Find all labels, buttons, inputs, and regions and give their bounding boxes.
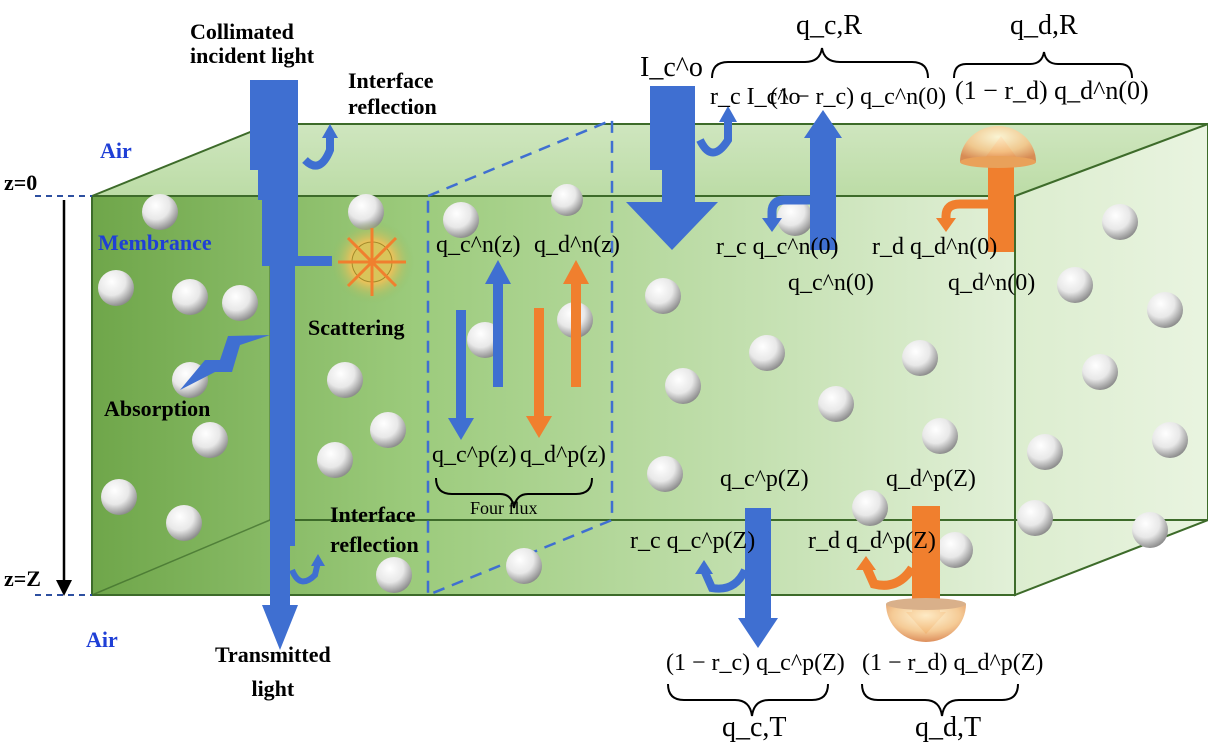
brace-qdT <box>861 683 1019 717</box>
top-dome-base <box>960 156 1036 168</box>
collimated-line-1: Collimated <box>190 19 294 44</box>
one-minus-rc-qcn0-label: (1 − r_c) q_c^n(0) <box>770 84 947 110</box>
zZ-label: z=Z <box>4 566 41 591</box>
qdp-Z-label: q_d^p(Z) <box>886 466 976 492</box>
qcp-Z-arrowhead <box>738 618 778 648</box>
collimated-incident-light-label: Collimated incident light <box>190 20 314 68</box>
interface-reflection-top-label: Interface reflection <box>348 68 437 120</box>
four-flux-arrows <box>448 260 589 440</box>
brace-qdR <box>953 51 1133 79</box>
rc-qcn0-arrowhead <box>762 218 782 232</box>
scattering-rays <box>338 228 406 296</box>
particles <box>98 184 1188 593</box>
interface-reflection-bottom-line-2: reflection <box>330 532 419 557</box>
rc-qcp-Z-label: r_c q_c^p(Z) <box>630 528 756 554</box>
one-minus-rd-qdn0-label: (1 − r_d) q_d^n(0) <box>955 76 1149 105</box>
air-bottom-label: Air <box>86 627 118 652</box>
rc-qcp-Z-reflection <box>700 568 749 593</box>
brace-qcR <box>711 47 929 79</box>
rc-qcn0-label: r_c q_c^n(0) <box>716 234 839 260</box>
four-flux-section <box>426 118 614 597</box>
top-reflection-hook-arrowhead <box>322 124 338 138</box>
absorption-label: Absorption <box>104 396 211 421</box>
rd-qdp-Z-arrowhead <box>856 556 876 570</box>
top-reflection-right-arrowhead <box>719 106 737 122</box>
qcp-Z-beam <box>745 508 771 620</box>
incident-intensity: I_c^o <box>640 52 703 83</box>
qdn0-upward-beam <box>988 160 1014 252</box>
air-top-label: Air <box>100 138 132 163</box>
absorption-bolt <box>180 335 270 390</box>
rc-Ic-label: r_c I_c^o <box>710 84 801 110</box>
incident-beam-left <box>250 80 332 650</box>
collimated-line-2: incident light <box>190 43 315 68</box>
interface-reflection-bottom-label: Interface reflection <box>330 500 419 560</box>
bottom-dome-base <box>886 598 966 610</box>
transmitted-light-label: Transmitted light <box>215 638 331 706</box>
qdn0-label: q_d^n(0) <box>948 270 1036 296</box>
rd-qdp-Z-reflection <box>861 564 916 590</box>
transmitted-line-2: light <box>251 676 295 701</box>
qcn-z-label: q_c^n(z) <box>436 232 521 258</box>
top-reflection-hook-left <box>302 135 334 170</box>
q-cR-label: q_c,R <box>796 10 863 41</box>
interface-reflection-top-line-1: Interface <box>348 68 434 93</box>
qcp-Z-label: q_c^p(Z) <box>720 466 809 492</box>
q-cT-label: q_c,T <box>722 712 787 743</box>
membrane-label: Membrance <box>98 230 212 255</box>
interface-reflection-top-line-2: reflection <box>348 94 437 119</box>
one-minus-rd-qdp-Z-label: (1 − r_d) q_d^p(Z) <box>862 650 1044 676</box>
q-dR-label: q_d,R <box>1010 10 1078 41</box>
scattering-label: Scattering <box>308 315 405 340</box>
rc-qcp-Z-arrowhead <box>695 560 713 574</box>
interface-reflection-bottom-line-1: Interface <box>330 502 416 527</box>
top-reflection-hook-right <box>696 118 732 157</box>
slab-front-face <box>91 195 1016 596</box>
top-diffuse-dome <box>960 126 1036 162</box>
bottom-reflection-hook-left <box>289 561 321 585</box>
qcn0-label: q_c^n(0) <box>788 270 874 296</box>
bottom-diffuse-dome <box>886 604 966 642</box>
q-dT-label: q_d,T <box>915 712 982 743</box>
qdp-z-label: q_d^p(z) <box>520 442 606 468</box>
z0-label: z=0 <box>4 170 38 195</box>
rc-qcn0-reflection <box>767 195 810 222</box>
rd-qdp-Z-label: r_d q_d^p(Z) <box>808 528 936 554</box>
brace-qcT <box>667 683 829 717</box>
z-axis-arrowhead <box>56 580 72 596</box>
qcn0-upward-beam <box>810 136 836 250</box>
four-flux-label: Four flux <box>470 498 538 518</box>
slab-bottom-side-edge <box>91 519 271 596</box>
bottom-reflection-hook-arrowhead <box>311 554 325 566</box>
rd-qdn0-label: r_d q_d^n(0) <box>872 234 998 260</box>
rd-qdn0-arrowhead <box>936 218 956 232</box>
rd-qdn0-reflection <box>941 199 988 222</box>
qcp-z-label: q_c^p(z) <box>432 442 517 468</box>
qcn0-arrowhead <box>804 110 842 138</box>
qdn-z-label: q_d^n(z) <box>534 232 620 258</box>
incident-beam-right <box>626 86 718 250</box>
brace-four-flux <box>435 477 593 509</box>
transmitted-line-1: Transmitted <box>215 642 331 667</box>
one-minus-rc-qcp-Z-label: (1 − r_c) q_c^p(Z) <box>666 650 845 676</box>
